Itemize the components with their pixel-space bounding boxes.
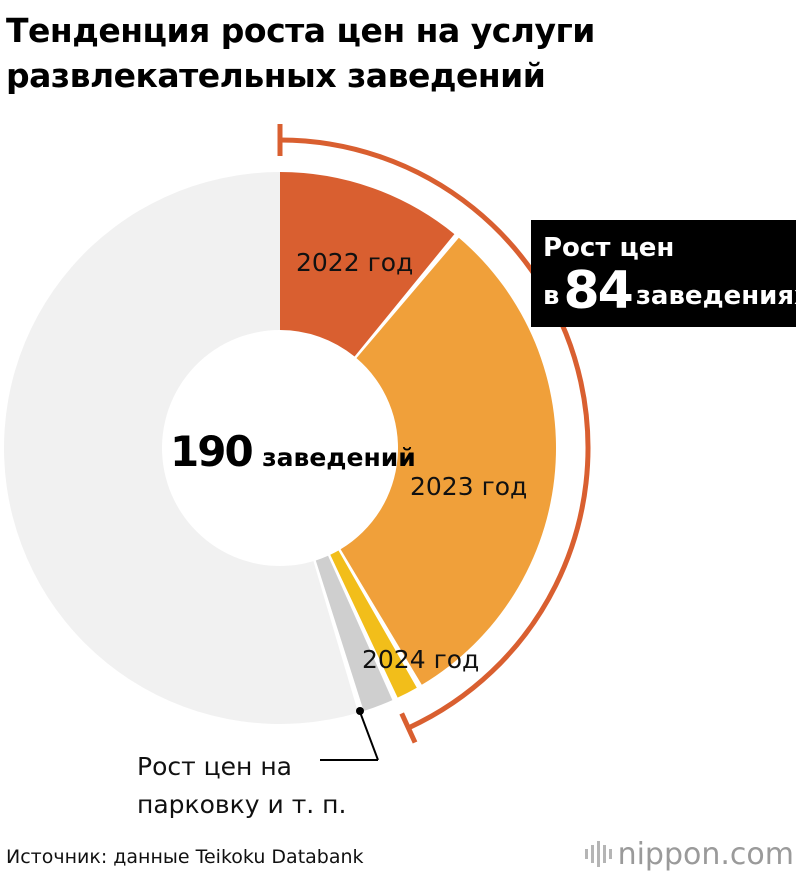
callout-line1: Рост цен bbox=[543, 233, 675, 263]
center-total-unit: заведений bbox=[262, 443, 416, 472]
slice-label-2024: 2024 год bbox=[362, 645, 479, 674]
slice-other bbox=[4, 172, 359, 724]
callout-value: 84 bbox=[563, 261, 633, 321]
bracket-end-tick bbox=[399, 712, 418, 744]
center-total: 190 заведений bbox=[170, 427, 416, 476]
slice-Рост-цен-на-парковку-и-т.-п. bbox=[315, 555, 393, 712]
nippon-logo: nippon.com bbox=[584, 834, 794, 874]
parking-leader-line bbox=[359, 711, 379, 761]
chart-title-line1: Тенденция роста цен на услуги bbox=[6, 11, 595, 50]
nippon-logo-text: nippon.com bbox=[617, 836, 794, 872]
donut-slices bbox=[4, 172, 556, 724]
callout-suffix: заведениях bbox=[635, 281, 800, 311]
parking-note: Рост цен на парковку и т. п. bbox=[137, 748, 346, 824]
chart-title-line2: развлекательных заведений bbox=[6, 56, 546, 95]
slice-2022-год bbox=[280, 172, 455, 357]
slice-2024-год bbox=[330, 550, 417, 698]
center-total-value: 190 bbox=[170, 427, 252, 476]
bracket-arc bbox=[279, 137, 591, 731]
nippon-logo-bars-icon bbox=[584, 841, 612, 867]
bracket-callout: Рост цен в84 заведениях bbox=[531, 220, 800, 327]
slice-2023-год bbox=[340, 237, 556, 685]
bracket-84 bbox=[277, 124, 591, 744]
source-text: Источник: данные Teikoku Databank bbox=[6, 846, 364, 868]
chart-title: Тенденция роста цен на услуги развлекате… bbox=[6, 8, 796, 98]
callout-prefix: в bbox=[543, 281, 560, 311]
callout-line2: в84 заведениях bbox=[543, 265, 800, 321]
parking-leader-dot bbox=[356, 707, 364, 715]
parking-note-line2: парковку и т. п. bbox=[137, 790, 347, 819]
slice-label-2023: 2023 год bbox=[410, 472, 527, 501]
parking-note-line1: Рост цен на bbox=[137, 752, 292, 781]
slice-label-2022: 2022 год bbox=[296, 248, 413, 277]
